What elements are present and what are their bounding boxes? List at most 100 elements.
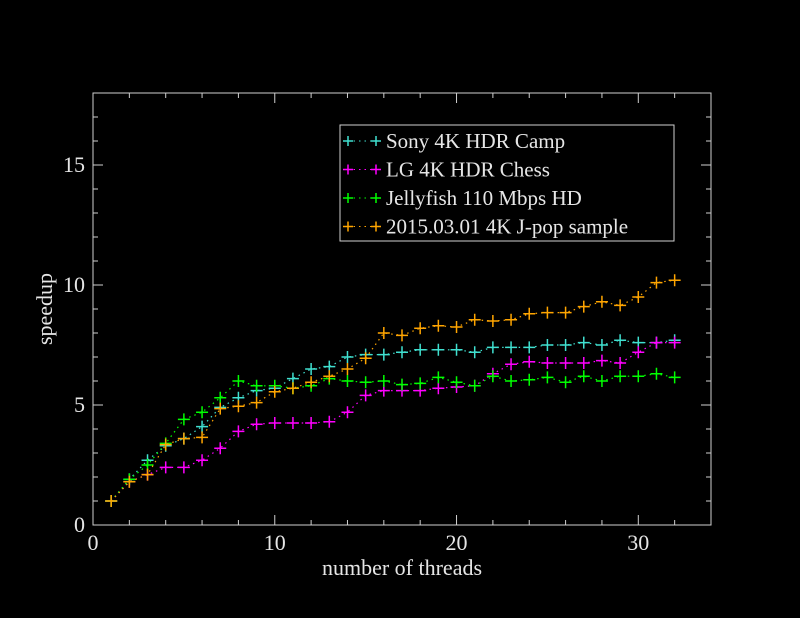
data-point — [632, 370, 645, 383]
data-point — [123, 475, 136, 488]
data-point — [650, 276, 663, 289]
data-point — [541, 371, 554, 384]
data-point — [396, 329, 408, 342]
data-point — [214, 402, 227, 415]
data-point — [105, 495, 118, 507]
data-point — [341, 363, 354, 375]
x-axis-label: number of threads — [322, 555, 482, 580]
legend-entry: Jellyfish 110 Mbps HD — [343, 186, 582, 210]
legend-marker — [343, 136, 353, 146]
data-point — [450, 321, 463, 333]
data-point — [614, 370, 627, 383]
plot-marks — [105, 274, 681, 507]
legend: Sony 4K HDR Camp LG 4K HDR Chess Jellyfish… — [339, 124, 675, 242]
data-point — [595, 375, 608, 387]
data-point — [250, 418, 263, 431]
axis-ticks: 0 10 20 30 0 5 10 15 — [63, 92, 712, 555]
data-point — [414, 322, 427, 335]
data-point — [432, 382, 445, 395]
legend-label: LG 4K HDR Chess — [386, 158, 550, 182]
data-point — [177, 461, 190, 474]
data-point — [232, 400, 245, 413]
data-point — [450, 376, 463, 389]
data-point — [614, 299, 627, 312]
data-point — [359, 389, 372, 402]
legend-label: Sony 4K HDR Camp — [386, 129, 565, 153]
data-point — [505, 375, 518, 387]
data-point — [196, 454, 209, 467]
series-2 — [105, 367, 681, 507]
data-point — [305, 376, 318, 389]
y-tick-label: 5 — [74, 392, 85, 417]
data-point — [396, 378, 408, 391]
data-point — [468, 346, 481, 359]
data-point — [341, 375, 354, 387]
legend-entry: LG 4K HDR Chess — [343, 158, 550, 182]
y-tick-label: 0 — [74, 512, 85, 537]
data-point — [214, 442, 227, 455]
data-point — [650, 336, 663, 349]
data-point — [214, 391, 227, 404]
data-point — [359, 376, 372, 389]
data-point — [595, 295, 608, 308]
data-point — [323, 370, 336, 383]
data-point — [250, 396, 263, 409]
data-point — [541, 357, 554, 369]
data-point — [159, 438, 172, 451]
legend-box — [339, 124, 675, 242]
data-point — [196, 420, 209, 433]
data-point — [668, 274, 681, 287]
data-point — [468, 379, 481, 392]
legend-label: Jellyfish 110 Mbps HD — [386, 186, 582, 210]
data-point — [595, 354, 608, 367]
data-point — [341, 351, 354, 363]
data-point — [505, 313, 518, 326]
data-point — [286, 382, 299, 395]
data-point — [577, 300, 590, 313]
data-point — [196, 431, 209, 444]
data-point — [250, 379, 263, 392]
data-point — [559, 306, 572, 319]
data-point — [305, 363, 318, 375]
legend-marker — [343, 221, 353, 232]
legend-entry: Sony 4K HDR Camp — [343, 129, 565, 153]
data-point — [577, 370, 590, 383]
data-point — [523, 355, 536, 368]
series-line — [110, 373, 675, 502]
data-point — [523, 341, 536, 354]
data-point — [632, 346, 645, 359]
data-point — [432, 343, 445, 356]
y-tick-label: 10 — [63, 272, 85, 297]
data-point — [486, 370, 499, 383]
y-tick-label: 15 — [63, 152, 85, 177]
data-point — [377, 375, 390, 387]
x-tick-label: 10 — [264, 530, 286, 555]
y-axis-label: speedup — [32, 273, 57, 345]
data-point — [396, 346, 408, 359]
data-point — [159, 461, 172, 474]
data-point — [668, 336, 681, 349]
data-point — [577, 357, 590, 369]
data-point — [541, 306, 554, 319]
data-point — [523, 373, 536, 386]
data-point — [559, 357, 572, 369]
x-tick-label: 20 — [446, 530, 468, 555]
data-point — [268, 417, 281, 429]
data-point — [377, 327, 390, 339]
data-point — [595, 339, 608, 351]
data-point — [414, 343, 427, 356]
data-point — [559, 339, 572, 351]
data-point — [486, 315, 499, 327]
data-point — [414, 377, 427, 390]
data-point — [614, 334, 627, 347]
data-point — [305, 417, 318, 429]
data-point — [668, 371, 681, 384]
data-point — [650, 367, 663, 380]
data-point — [559, 376, 572, 389]
data-point — [523, 307, 536, 320]
data-point — [468, 313, 481, 326]
data-point — [577, 336, 590, 349]
data-point — [614, 357, 627, 369]
